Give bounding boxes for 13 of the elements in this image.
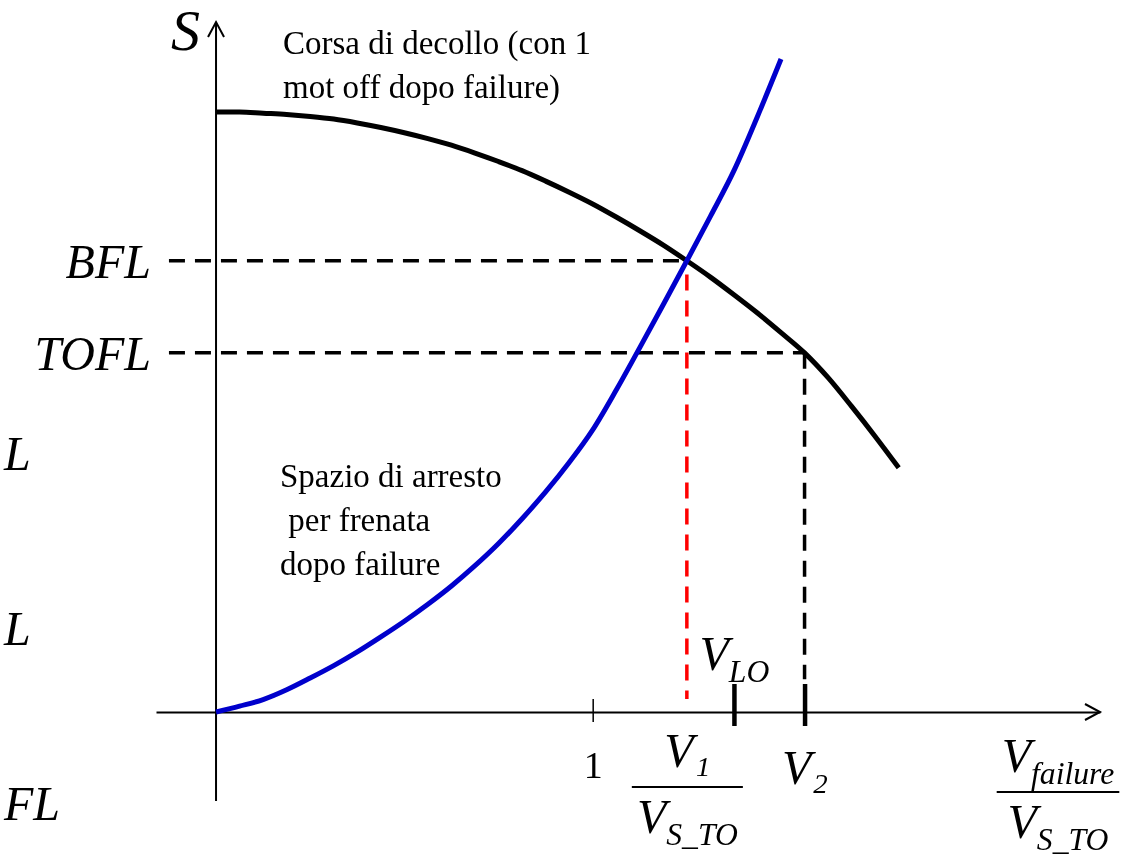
text: FL: [3, 777, 61, 830]
x-tick-label: V₂: [782, 741, 829, 794]
legend-label: Corsa di decollo (con 1 mot off dopo failure): [283, 25, 591, 106]
text: L: [3, 602, 31, 655]
x-tick-label: V$_{LO}$: [699, 627, 770, 689]
series-label: TOFL: [34, 326, 151, 380]
y-axis-title: S: [171, 0, 201, 63]
x-tick-label: V₁ V$_{S_TO}$: [636, 723, 738, 852]
x-axis-title: V$_{failure}$ V$_{S_TO}$: [1001, 728, 1115, 857]
text: L: [3, 427, 31, 480]
series-label: Spazio di arresto per frenata dopo failure: [280, 458, 502, 582]
x-tick-label: 1: [583, 744, 603, 786]
series-label: BFL: [65, 234, 151, 288]
